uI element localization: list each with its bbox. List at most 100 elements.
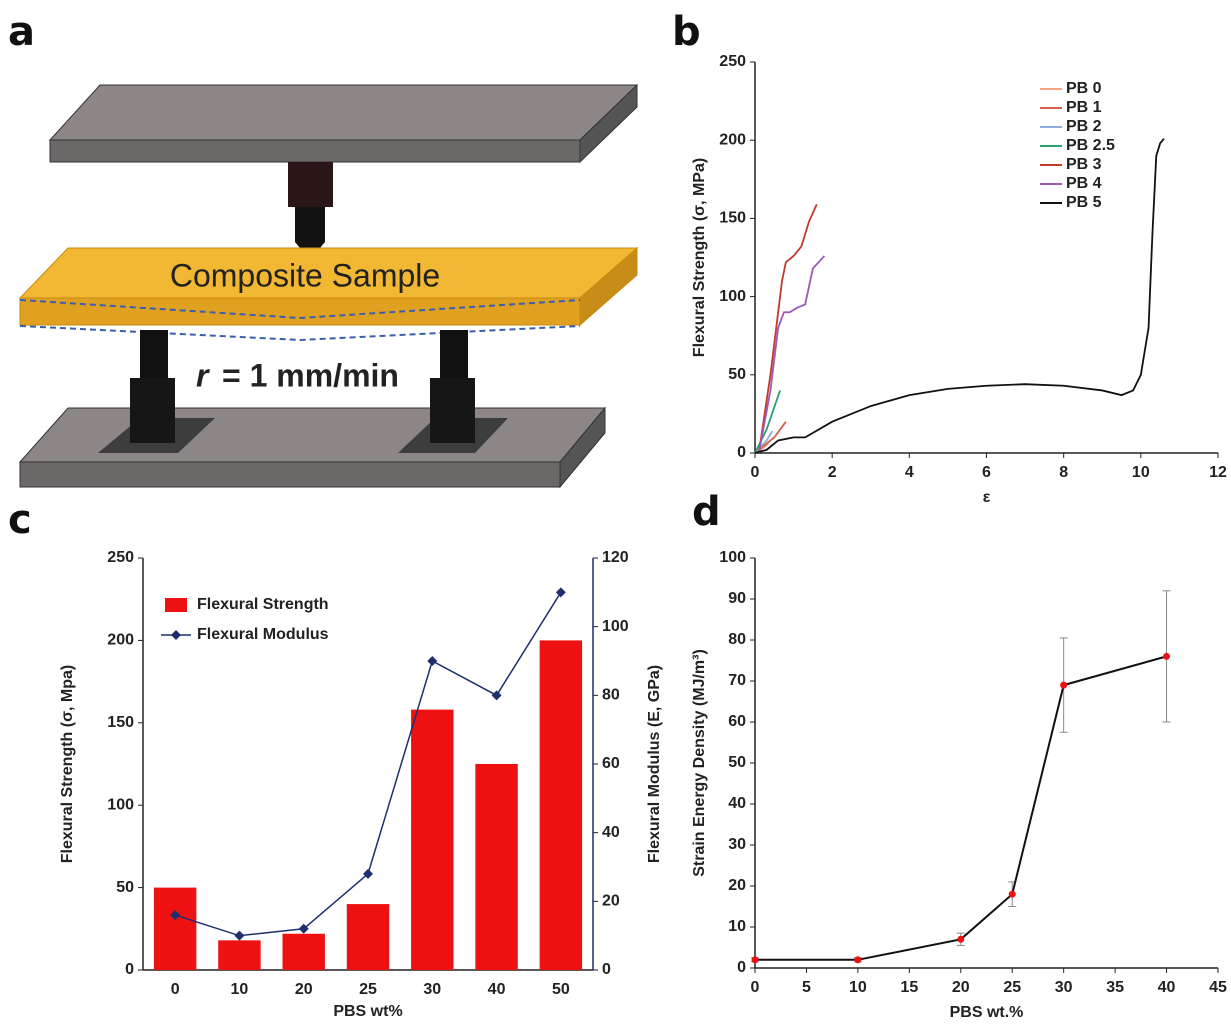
x-tick-label: 40 [488, 981, 506, 998]
x-tick-label: 6 [982, 464, 991, 481]
x-tick-label: 2 [828, 464, 837, 481]
punch-tip [295, 207, 325, 260]
y-tick-label: 100 [107, 796, 134, 813]
marker [234, 930, 245, 941]
y-tick-label: 150 [719, 210, 746, 227]
diagram: Composite Sample r = 1 mm/min [18, 83, 639, 489]
bar [475, 764, 518, 970]
y-tick-label: 100 [719, 288, 746, 305]
x-tick-label: 0 [751, 464, 760, 481]
y-tick-label: 90 [728, 590, 746, 607]
x-tick-label: 12 [1209, 464, 1227, 481]
panel-label: a [8, 9, 35, 55]
sample-front [19, 297, 581, 326]
bottom-plate-front [19, 461, 561, 488]
y-tick-label: 200 [107, 632, 134, 649]
x-tick-label: 45 [1209, 979, 1227, 996]
top-plate-side [579, 83, 638, 164]
bar [218, 940, 261, 970]
x-tick-label: 25 [359, 981, 377, 998]
legend-label: Flexural Strength [197, 596, 329, 613]
x-tick-label: 0 [751, 979, 760, 996]
y-tick-label: 50 [728, 754, 746, 771]
legend-label: PB 1 [1066, 99, 1102, 116]
deflection-line [19, 299, 581, 320]
x-tick-label: 20 [952, 979, 970, 996]
y-tick-label: 50 [116, 879, 134, 896]
y-tick-label: 30 [728, 836, 746, 853]
x-tick-label: 30 [423, 981, 441, 998]
x-tick-label: 25 [1003, 979, 1021, 996]
legend-swatch [171, 630, 181, 640]
y-tick-label: 50 [728, 366, 746, 383]
rate-symbol: r [196, 357, 210, 393]
support [430, 378, 475, 443]
x-tick-label: 10 [231, 981, 249, 998]
panel-label: d [692, 489, 721, 535]
x-tick-label: 30 [1055, 979, 1073, 996]
series-line [754, 390, 781, 454]
y-tick-label: 70 [728, 672, 746, 689]
bar [411, 709, 454, 970]
marker [1163, 652, 1171, 660]
y-tick-label: 10 [728, 918, 746, 935]
y-tick-label: 250 [719, 53, 746, 70]
bar [539, 640, 583, 970]
y2-tick-label: 20 [602, 893, 620, 910]
x-tick-label: 40 [1158, 979, 1176, 996]
legend-label: Flexural Modulus [197, 626, 329, 643]
bar [153, 887, 197, 970]
y-tick-label: 80 [728, 631, 746, 648]
series-line [757, 255, 826, 454]
marker [491, 690, 502, 701]
y-tick-label: 200 [719, 131, 746, 148]
x-tick-label: 5 [802, 979, 811, 996]
legend-label: PB 5 [1066, 194, 1102, 211]
marker [957, 935, 965, 943]
bottom-plate [18, 407, 607, 463]
x-tick-label: 4 [905, 464, 914, 481]
legend-label: PB 0 [1066, 80, 1102, 97]
top-plate [48, 84, 639, 141]
legend-label: PB 3 [1066, 156, 1102, 173]
y-axis-title: Flexural Strength (σ, MPa) [691, 158, 708, 357]
x-tick-label: 35 [1106, 979, 1124, 996]
y2-tick-label: 80 [602, 687, 620, 704]
marker [854, 956, 862, 964]
marker [555, 587, 566, 598]
marker [363, 868, 373, 879]
y-tick-label: 0 [737, 959, 746, 976]
series-line [754, 138, 1165, 454]
series-line [754, 421, 787, 454]
support [440, 330, 468, 380]
punch [288, 162, 333, 207]
bottom-plate-side [559, 406, 606, 489]
x-tick-label: 20 [295, 981, 313, 998]
rate-label: = 1 mm/min [222, 357, 399, 393]
y-tick-label: 0 [125, 961, 134, 978]
y-tick-label: 20 [728, 877, 746, 894]
series-line [757, 203, 818, 454]
y-axis-title: Strain Energy Density (MJ/m³) [691, 649, 708, 877]
top-plate-front [49, 139, 581, 163]
marker [751, 956, 759, 964]
marker [170, 910, 181, 921]
y2-tick-label: 100 [602, 618, 629, 635]
y2-tick-label: 60 [602, 755, 620, 772]
x-tick-label: 15 [900, 979, 918, 996]
y-tick-label: 100 [719, 549, 746, 566]
y2-axis-title: Flexural Modulus (E, GPa) [646, 665, 663, 863]
marker [298, 923, 309, 934]
y2-tick-label: 40 [602, 824, 620, 841]
x-axis-title: PBS wt.% [950, 1004, 1024, 1021]
y-tick-label: 40 [728, 795, 746, 812]
legend-swatch [165, 598, 187, 612]
marker [427, 656, 438, 666]
legend-label: PB 2.5 [1066, 137, 1115, 154]
panel-label: b [672, 9, 701, 55]
x-axis-title: ε [983, 489, 991, 506]
y-tick-label: 150 [107, 714, 134, 731]
x-axis-title: PBS wt% [333, 1003, 402, 1020]
deflection-line [19, 325, 581, 342]
